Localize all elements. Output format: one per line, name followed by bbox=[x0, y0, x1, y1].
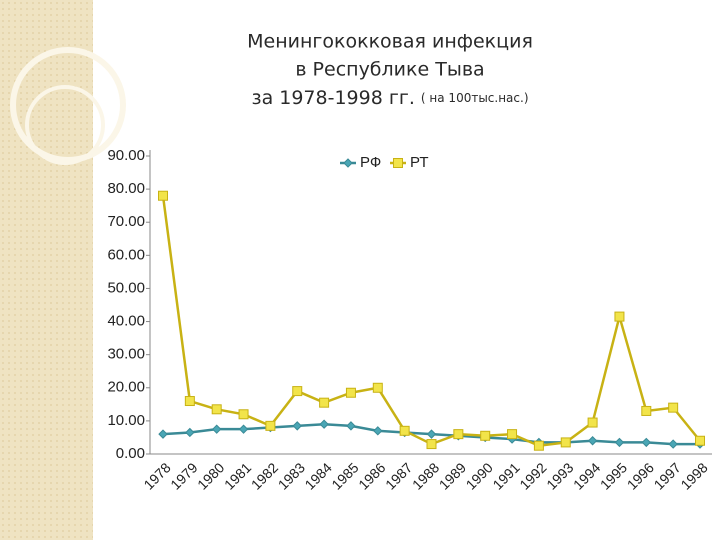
x-tick-label: 1989 bbox=[436, 459, 469, 492]
y-tick-label: 10.00 bbox=[107, 412, 145, 429]
x-tick-label: 1990 bbox=[463, 459, 496, 492]
y-tick-label: 60.00 bbox=[107, 246, 145, 263]
y-tick-label: 30.00 bbox=[107, 346, 145, 363]
x-tick-label: 1998 bbox=[677, 459, 710, 492]
decor-circle bbox=[10, 47, 126, 163]
marker bbox=[668, 439, 678, 449]
marker bbox=[319, 419, 329, 429]
chart-subtitle: ( на 100тыс.нас.) bbox=[421, 91, 529, 105]
y-tick-label: 20.00 bbox=[107, 379, 145, 396]
marker bbox=[587, 436, 598, 446]
x-tick-label: 1994 bbox=[570, 459, 603, 492]
x-tick-label: 1984 bbox=[301, 459, 334, 492]
x-tick-label: 1995 bbox=[597, 459, 630, 492]
marker bbox=[614, 311, 625, 322]
x-tick-label: 1986 bbox=[355, 459, 388, 492]
decor-circle bbox=[25, 85, 105, 165]
marker bbox=[426, 429, 437, 439]
x-tick-label: 1981 bbox=[221, 459, 254, 492]
x-tick-label: 1996 bbox=[624, 459, 657, 492]
y-tick-label: 40.00 bbox=[107, 313, 145, 330]
marker bbox=[292, 386, 303, 397]
x-tick-label: 1993 bbox=[543, 459, 576, 492]
marker bbox=[346, 421, 356, 431]
legend-label: РТ bbox=[410, 154, 429, 171]
marker bbox=[426, 439, 437, 450]
marker bbox=[668, 402, 679, 413]
legend-marker bbox=[343, 158, 353, 168]
marker bbox=[238, 409, 249, 420]
marker bbox=[533, 440, 544, 451]
marker bbox=[560, 437, 571, 448]
marker bbox=[211, 424, 222, 434]
x-tick-label: 1980 bbox=[194, 459, 227, 492]
chart-title: за 1978-1998 гг. ( на 100тыс.нас.) bbox=[251, 87, 528, 109]
x-tick-label: 1979 bbox=[167, 459, 200, 492]
marker bbox=[372, 382, 383, 393]
marker bbox=[695, 435, 705, 446]
x-tick-label: 1997 bbox=[651, 459, 684, 492]
y-tick-label: 80.00 bbox=[107, 180, 145, 197]
marker bbox=[373, 426, 383, 436]
marker bbox=[587, 417, 598, 428]
x-tick-label: 1991 bbox=[489, 459, 522, 492]
marker bbox=[319, 397, 330, 408]
legend-label: РФ bbox=[360, 154, 381, 171]
chart-title: Менингококковая инфекция bbox=[247, 31, 533, 53]
marker bbox=[614, 437, 625, 448]
marker bbox=[211, 404, 222, 415]
marker bbox=[453, 429, 464, 440]
y-tick-label: 70.00 bbox=[107, 213, 145, 230]
chart-title: в Республике Тыва bbox=[295, 59, 484, 81]
y-tick-label: 0.00 bbox=[116, 445, 145, 462]
chart-title: за 1978-1998 гг. bbox=[251, 87, 414, 109]
marker bbox=[399, 425, 410, 436]
marker bbox=[158, 429, 168, 439]
marker bbox=[641, 405, 652, 416]
x-tick-label: 1983 bbox=[275, 459, 308, 492]
side-strip bbox=[0, 0, 93, 540]
marker bbox=[292, 421, 302, 431]
marker bbox=[265, 420, 276, 431]
marker bbox=[507, 429, 518, 440]
x-tick-label: 1988 bbox=[409, 459, 442, 492]
marker bbox=[158, 190, 168, 201]
marker bbox=[184, 396, 195, 407]
marker bbox=[641, 437, 652, 448]
marker bbox=[238, 424, 249, 434]
x-tick-label: 1982 bbox=[248, 459, 281, 492]
x-tick-label: 1992 bbox=[516, 459, 549, 492]
marker bbox=[185, 427, 195, 438]
legend-marker bbox=[393, 158, 403, 168]
marker bbox=[480, 430, 491, 441]
x-tick-label: 1987 bbox=[382, 459, 415, 492]
x-tick-label: 1978 bbox=[140, 459, 173, 492]
y-tick-label: 90.00 bbox=[107, 147, 145, 164]
y-tick-label: 50.00 bbox=[107, 279, 145, 296]
x-tick-label: 1985 bbox=[328, 459, 361, 492]
marker bbox=[345, 387, 356, 398]
